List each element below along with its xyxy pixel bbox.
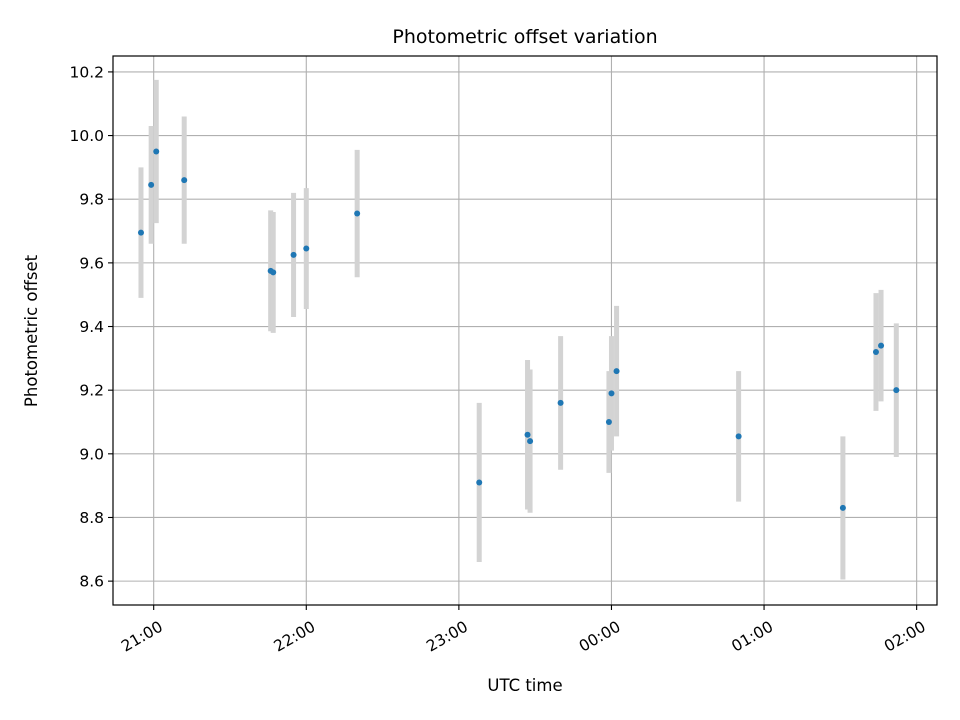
y-tick-label: 10.2 [69, 63, 104, 81]
data-point [839, 504, 846, 511]
x-tick-label: 00:00 [576, 618, 624, 656]
data-point [557, 399, 564, 406]
data-points [137, 148, 900, 511]
x-tick-label: 01:00 [729, 618, 777, 656]
data-point [524, 431, 531, 438]
data-point [290, 251, 297, 258]
x-tick-label: 02:00 [881, 618, 929, 656]
data-point [137, 229, 144, 236]
y-tick-label: 9.0 [79, 445, 104, 463]
y-tick-label: 10.0 [69, 127, 104, 145]
data-point [735, 433, 742, 440]
x-axis: 21:00 22:00 23:00 00:00 01:00 02:00 [118, 605, 929, 656]
data-point [181, 177, 188, 184]
data-point [527, 438, 534, 445]
x-axis-title: UTC time [487, 676, 562, 695]
chart-title: Photometric offset variation [392, 26, 657, 48]
plot-area [113, 56, 937, 605]
data-point [153, 148, 160, 155]
data-point [872, 348, 879, 355]
data-point [605, 419, 612, 425]
y-axis-title: Photometric offset [22, 254, 41, 407]
data-point [270, 269, 277, 276]
x-tick-label: 23:00 [423, 618, 471, 656]
data-point [303, 245, 310, 252]
plot-frame [112, 55, 938, 606]
y-axis: 8.6 8.8 9.0 9.2 9.4 9.6 9.8 10.0 10.2 [69, 63, 113, 591]
data-point [608, 390, 615, 397]
y-tick-label: 9.2 [79, 382, 104, 400]
data-point [148, 181, 155, 188]
y-tick-label: 9.8 [79, 191, 104, 209]
y-tick-label: 8.6 [79, 573, 104, 591]
y-tick-label: 9.6 [79, 254, 104, 272]
x-tick-label: 21:00 [118, 618, 166, 656]
data-point [613, 368, 620, 375]
grid [113, 56, 937, 605]
y-tick-label: 9.4 [79, 318, 104, 336]
x-tick-label: 22:00 [271, 618, 319, 656]
data-point [354, 210, 361, 217]
data-point [893, 387, 900, 394]
y-tick-label: 8.8 [79, 509, 104, 527]
data-point [878, 342, 885, 349]
data-point [476, 479, 483, 486]
